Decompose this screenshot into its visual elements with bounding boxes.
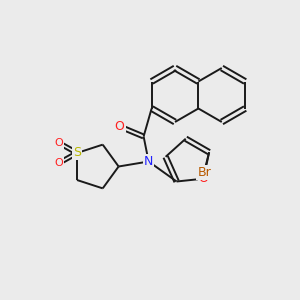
Text: S: S — [73, 146, 81, 160]
Text: N: N — [144, 155, 153, 168]
Text: O: O — [55, 158, 63, 168]
Text: O: O — [115, 120, 124, 133]
Text: O: O — [199, 172, 208, 185]
Text: Br: Br — [197, 166, 211, 179]
Text: O: O — [55, 138, 63, 148]
